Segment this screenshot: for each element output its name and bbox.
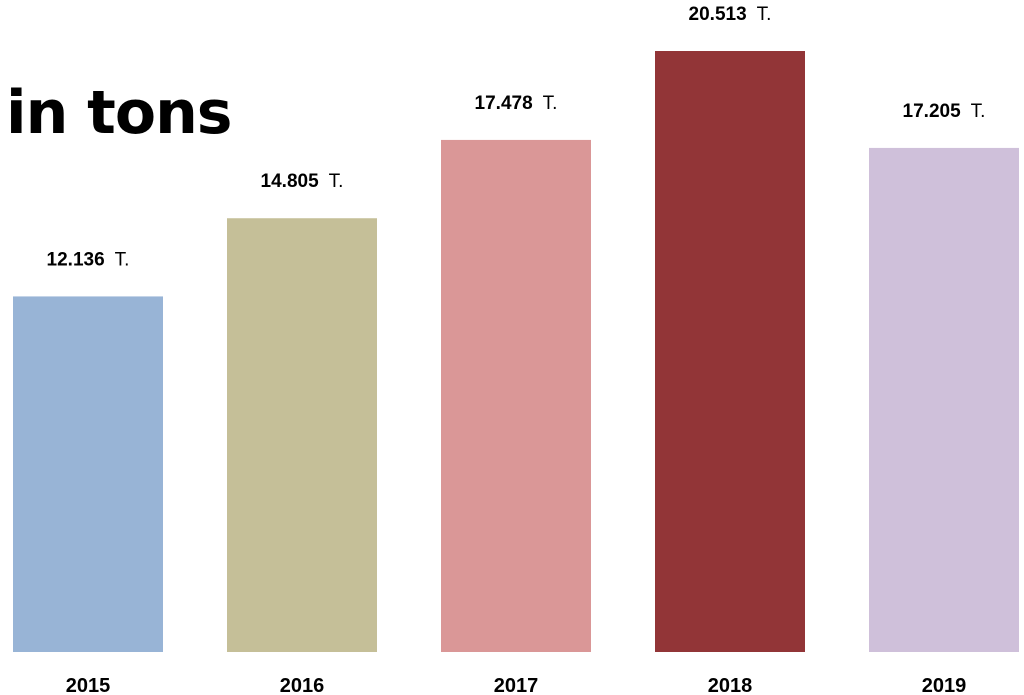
bar-2017: [441, 139, 591, 653]
x-tick-label-2018: 2018: [708, 675, 753, 695]
value-label-2015: 12.136 T.: [47, 249, 130, 270]
value-label-2019: 17.205 T.: [903, 101, 986, 122]
bar-2018: [655, 51, 805, 652]
x-tick-label-2017: 2017: [494, 675, 539, 695]
x-tick-label-2016: 2016: [280, 675, 325, 695]
bar-2016: [227, 218, 377, 653]
bar-2015: [13, 296, 163, 652]
bar-2019: [869, 147, 1019, 652]
value-label-2016: 14.805 T.: [261, 171, 344, 192]
x-tick-label-2015: 2015: [66, 675, 111, 695]
value-label-2017: 17.478 T.: [475, 93, 558, 114]
value-label-2018: 20.513 T.: [689, 4, 772, 25]
x-tick-label-2019: 2019: [922, 675, 967, 695]
chart-title: in tons: [6, 78, 232, 148]
